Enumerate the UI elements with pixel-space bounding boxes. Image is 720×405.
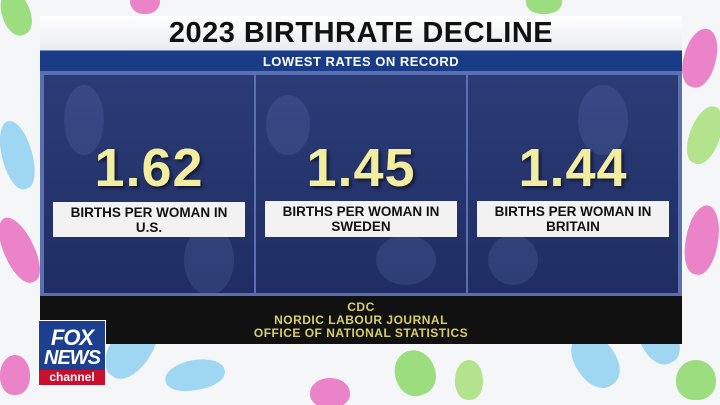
footprint-icon: [676, 24, 720, 92]
title-bar: 2023 BIRTHRATE DECLINE: [40, 16, 682, 50]
stat-value: 1.62: [94, 138, 204, 198]
footprint-icon: [130, 0, 160, 14]
footprint-icon: [680, 101, 720, 169]
footprint-icon: [388, 344, 442, 402]
source-line: OFFICE OF NATIONAL STATISTICS: [253, 325, 469, 340]
footprint-icon: [526, 0, 562, 14]
stat-panel-britain: 1.44 BIRTHS PER WOMAN IN BRITAIN: [468, 75, 678, 293]
footprint-icon: [680, 202, 720, 278]
stat-value: 1.44: [518, 138, 628, 198]
logo-line-channel: channel: [39, 370, 105, 385]
page-title: 2023 BIRTHRATE DECLINE: [168, 16, 554, 49]
page-subtitle: LOWEST RATES ON RECORD: [262, 53, 460, 69]
stat-label: BIRTHS PER WOMAN IN SWEDEN: [265, 201, 457, 237]
stats-area: 1.62 BIRTHS PER WOMAN IN U.S. 1.45 BIRTH…: [40, 71, 682, 296]
stat-value: 1.45: [306, 138, 416, 198]
footprint-icon: [676, 360, 716, 400]
sources-bar: CDC NORDIC LABOUR JOURNAL OFFICE OF NATI…: [40, 296, 682, 344]
stat-label: BIRTHS PER WOMAN IN U.S.: [53, 202, 245, 237]
footprint-icon: [266, 95, 310, 155]
footprint-icon: [455, 360, 483, 400]
footprint-icon: [376, 235, 436, 285]
footprint-icon: [310, 378, 350, 405]
logo-line-news: NEWS: [44, 347, 101, 369]
footprint-icon: [0, 117, 41, 193]
fox-news-logo: FOX NEWS channel: [38, 320, 106, 386]
footprint-icon: [162, 355, 228, 395]
source-line: NORDIC LABOUR JOURNAL: [274, 312, 448, 327]
source-line: CDC: [347, 299, 375, 314]
stat-label: BIRTHS PER WOMAN IN BRITAIN: [477, 201, 669, 237]
logo-line-fox: FOX: [50, 325, 94, 350]
stat-panel-us: 1.62 BIRTHS PER WOMAN IN U.S.: [44, 75, 254, 293]
subtitle-bar: LOWEST RATES ON RECORD: [40, 50, 682, 71]
footprint-icon: [64, 85, 104, 155]
stat-panel-sweden: 1.45 BIRTHS PER WOMAN IN SWEDEN: [256, 75, 466, 293]
footprint-icon: [0, 355, 30, 395]
footprint-icon: [578, 85, 628, 155]
footprint-icon: [488, 235, 538, 285]
footprint-icon: [0, 0, 38, 40]
